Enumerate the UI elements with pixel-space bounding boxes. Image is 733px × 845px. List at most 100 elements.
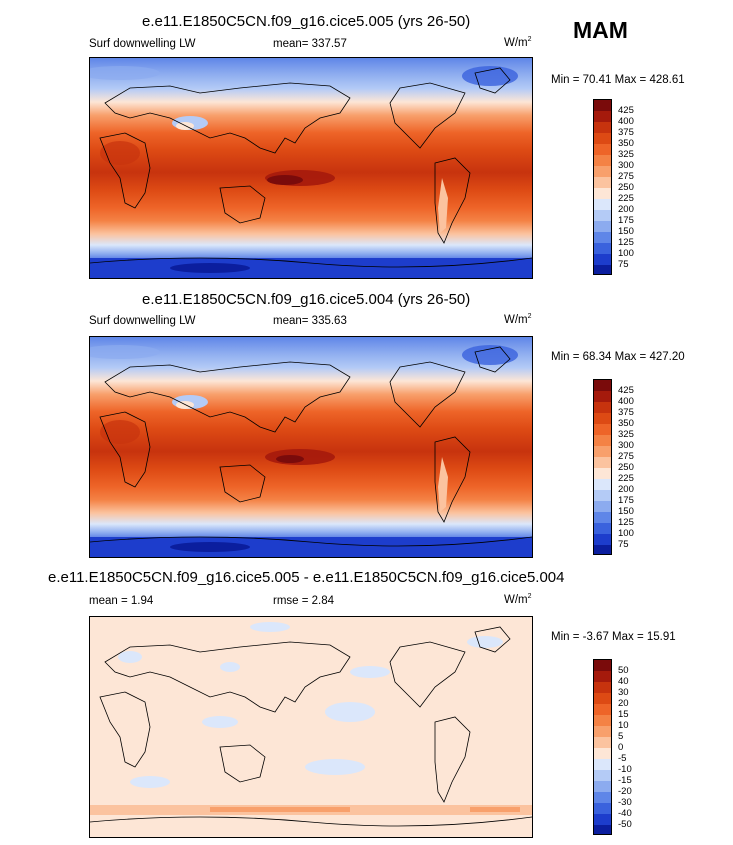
colorbar-tick-label: -30 [618,797,632,808]
colorbar-tick-label: -15 [618,775,632,786]
colorbar-segment [594,660,611,671]
colorbar-segment [594,144,611,155]
colorbar-tick-label: 125 [618,237,634,248]
colorbar-tick-label: 5 [618,731,624,742]
colorbar-tick-label: 375 [618,127,634,138]
panel2-colorbar [593,379,612,555]
colorbar-segment [594,512,611,523]
panel2-title: e.e11.E1850C5CN.f09_g16.cice5.004 (yrs 2… [142,291,471,308]
colorbar-segment [594,391,611,402]
colorbar-segment [594,111,611,122]
colorbar-tick-label: 40 [618,676,629,687]
colorbar-segment [594,803,611,814]
colorbar-tick-label: 400 [618,116,634,127]
colorbar-tick-label: -40 [618,808,632,819]
colorbar-tick-label: -20 [618,786,632,797]
colorbar-tick-label: 10 [618,720,629,731]
colorbar-segment [594,424,611,435]
season-label: MAM [573,17,628,43]
colorbar-segment [594,792,611,803]
colorbar-segment [594,122,611,133]
panel3-rmse-label: rmse = 2.84 [273,595,335,607]
colorbar-tick-label: 425 [618,105,634,116]
colorbar-segment [594,446,611,457]
colorbar-tick-label: 15 [618,709,629,720]
colorbar-segment [594,435,611,446]
colorbar-tick-label: 250 [618,462,634,473]
colorbar-tick-label: 75 [618,539,629,550]
colorbar-segment [594,221,611,232]
colorbar-tick-label: 125 [618,517,634,528]
panel1-map [89,57,533,279]
panel1-mean-label: mean= 337.57 [273,38,347,50]
panel1-title: e.e11.E1850C5CN.f09_g16.cice5.005 (yrs 2… [142,13,471,30]
colorbar-tick-label: 50 [618,665,629,676]
colorbar-tick-label: 0 [618,742,624,753]
colorbar-tick-label: 75 [618,259,629,270]
colorbar-tick-label: 20 [618,698,629,709]
colorbar-segment [594,490,611,501]
colorbar-tick-label: -50 [618,819,632,830]
panel2-variable-label: Surf downwelling LW [89,315,196,327]
colorbar-segment [594,523,611,534]
colorbar-segment [594,501,611,512]
colorbar-segment [594,479,611,490]
panel3-title: e.e11.E1850C5CN.f09_g16.cice5.005 - e.e1… [48,569,565,586]
colorbar-tick-label: 100 [618,248,634,259]
colorbar-tick-label: 350 [618,138,634,149]
colorbar-segment [594,682,611,693]
colorbar-segment [594,380,611,391]
colorbar-segment [594,188,611,199]
colorbar-tick-label: 100 [618,528,634,539]
colorbar-tick-label: 175 [618,495,634,506]
colorbar-segment [594,254,611,265]
colorbar-tick-label: 250 [618,182,634,193]
colorbar-tick-label: 300 [618,160,634,171]
colorbar-segment [594,534,611,545]
colorbar-segment [594,715,611,726]
colorbar-tick-label: -5 [618,753,627,764]
colorbar-tick-label: 150 [618,226,634,237]
colorbar-segment [594,545,611,554]
panel3-minmax: Min = -3.67 Max = 15.91 [551,631,676,643]
colorbar-segment [594,265,611,274]
panel1-colorbar [593,99,612,275]
colorbar-tick-label: 200 [618,484,634,495]
colorbar-tick-label: 225 [618,473,634,484]
colorbar-segment [594,457,611,468]
colorbar-segment [594,199,611,210]
colorbar-tick-label: 375 [618,407,634,418]
colorbar-segment [594,759,611,770]
panel2-units: W/m2 [504,313,532,326]
colorbar-tick-label: 275 [618,451,634,462]
colorbar-segment [594,825,611,834]
colorbar-tick-label: 30 [618,687,629,698]
colorbar-segment [594,243,611,254]
colorbar-tick-label: 275 [618,171,634,182]
colorbar-tick-label: 425 [618,385,634,396]
colorbar-segment [594,748,611,759]
colorbar-segment [594,726,611,737]
colorbar-segment [594,704,611,715]
panel1-variable-label: Surf downwelling LW [89,38,196,50]
colorbar-segment [594,737,611,748]
colorbar-segment [594,770,611,781]
colorbar-tick-label: 175 [618,215,634,226]
panel3-map [89,616,533,838]
panel2-map [89,336,533,558]
colorbar-tick-label: 150 [618,506,634,517]
colorbar-segment [594,177,611,188]
colorbar-segment [594,402,611,413]
colorbar-tick-label: 200 [618,204,634,215]
colorbar-segment [594,100,611,111]
colorbar-segment [594,232,611,243]
panel2-minmax: Min = 68.34 Max = 427.20 [551,351,685,363]
colorbar-segment [594,468,611,479]
colorbar-tick-label: 350 [618,418,634,429]
colorbar-segment [594,210,611,221]
colorbar-tick-label: 400 [618,396,634,407]
colorbar-segment [594,413,611,424]
colorbar-segment [594,133,611,144]
panel2-mean-label: mean= 335.63 [273,315,347,327]
panel3-colorbar [593,659,612,835]
